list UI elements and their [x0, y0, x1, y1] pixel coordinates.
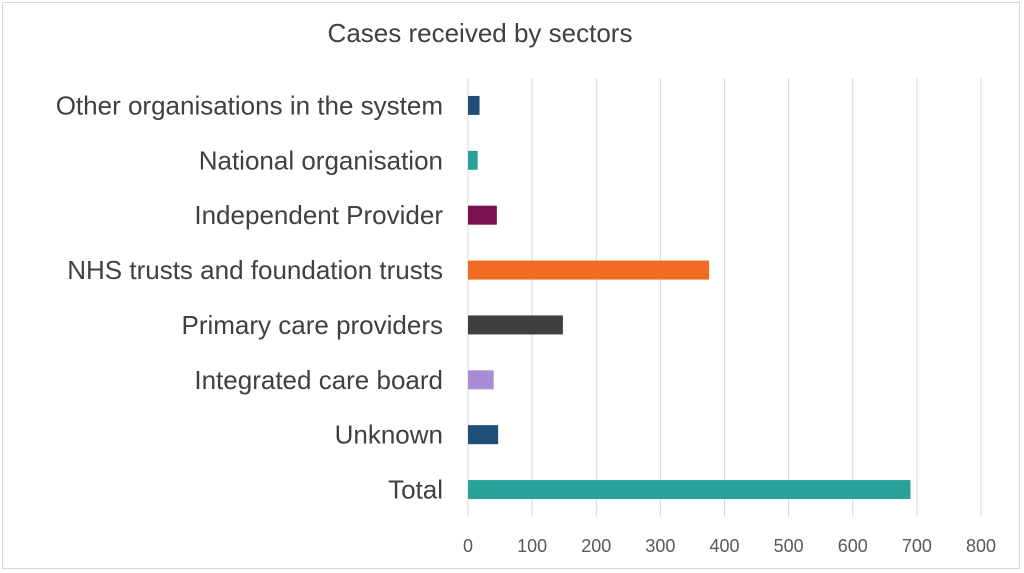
- bar-1: [468, 150, 478, 170]
- category-label-2: Independent Provider: [194, 200, 443, 230]
- category-label-3: NHS trusts and foundation trusts: [67, 255, 443, 285]
- x-tick-label-600: 600: [838, 536, 868, 556]
- bar-2: [468, 205, 497, 225]
- x-tick-label-400: 400: [709, 536, 739, 556]
- x-tick-label-500: 500: [774, 536, 804, 556]
- bar-7: [468, 480, 911, 500]
- category-label-7: Total: [388, 475, 443, 505]
- bar-5: [468, 370, 494, 390]
- x-tick-label-700: 700: [902, 536, 932, 556]
- category-label-4: Primary care providers: [181, 310, 443, 340]
- category-label-1: National organisation: [199, 145, 443, 175]
- category-label-0: Other organisations in the system: [56, 90, 443, 120]
- x-tick-label-0: 0: [463, 536, 473, 556]
- x-tick-label-200: 200: [581, 536, 611, 556]
- chart-title: Cases received by sectors: [327, 18, 633, 48]
- category-label-6: Unknown: [335, 420, 443, 450]
- x-tick-label-100: 100: [517, 536, 547, 556]
- category-label-5: Integrated care board: [194, 365, 443, 395]
- bar-3: [468, 260, 710, 280]
- bar-4: [468, 315, 563, 335]
- bar-0: [468, 95, 480, 115]
- bar-6: [468, 425, 499, 445]
- x-tick-label-300: 300: [645, 536, 675, 556]
- x-tick-label-800: 800: [966, 536, 996, 556]
